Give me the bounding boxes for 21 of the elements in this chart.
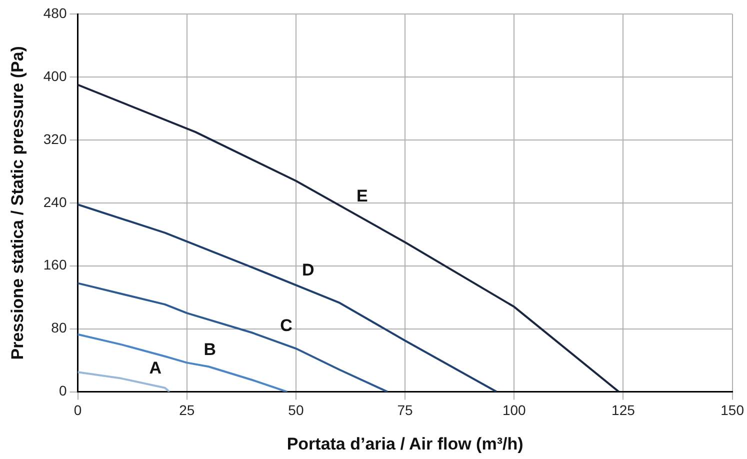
y-tick-label: 240 [43,194,67,210]
series-label: B [204,340,216,359]
x-tick-label: 25 [179,402,195,418]
x-tick-label: 50 [288,402,304,418]
series-label: C [280,316,292,335]
x-tick-label: 125 [612,402,636,418]
series-label: A [149,358,162,378]
series-label: D [302,260,314,280]
x-axis-title: Portata d’aria / Air flow (m³/h) [286,434,524,454]
y-axis-title: Pressione statica / Static pressure (Pa) [8,46,27,360]
x-tick-label: 100 [502,402,526,418]
x-tick-label: 75 [397,402,414,418]
x-tick-label: 150 [720,402,744,418]
x-tick-label: 0 [74,402,82,418]
series-label: E [356,186,368,206]
y-tick-label: 400 [43,68,67,84]
y-tick-label: 160 [43,256,67,273]
y-tick-label: 0 [58,382,67,399]
y-tick-label: 480 [43,4,67,21]
y-tick-label: 320 [43,130,67,147]
y-tick-label: 80 [51,320,67,336]
